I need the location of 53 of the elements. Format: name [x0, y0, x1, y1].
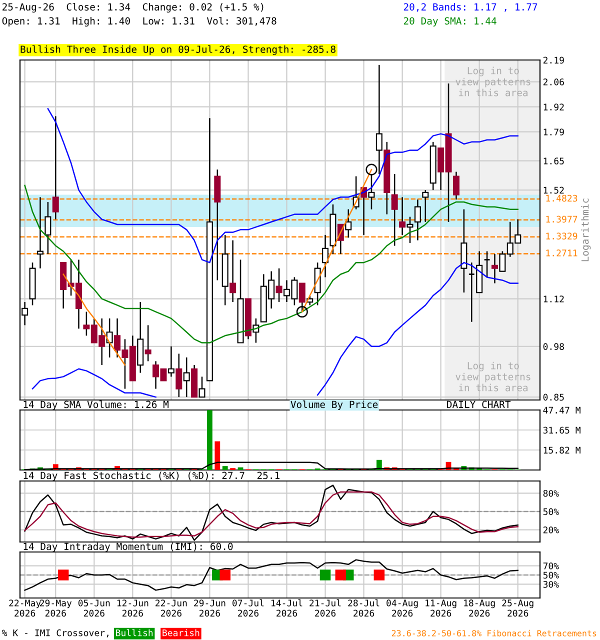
x-tick-label: 29-May 2026: [40, 600, 72, 617]
x-tick-label: 11-Aug 2026: [426, 600, 456, 617]
y-tick-label: 20%: [543, 526, 559, 534]
x-tick-label: 29-Jun 2026: [194, 600, 226, 617]
y-tick-label: 30%: [543, 580, 559, 588]
y-tick-label: 15.82 M: [544, 446, 580, 454]
y-tick-label: 50%: [543, 508, 559, 516]
chart-title: 25-Aug-26 Close: 1.34 Change: 0.02 (+1.5 %): [2, 3, 264, 13]
x-tick-label: 05-Jun 2026: [78, 600, 110, 617]
y-tick-label: 80%: [543, 490, 559, 497]
x-tick-label: 28-Jul 2026: [348, 599, 380, 617]
ref-line-label: 1.2711: [546, 250, 578, 256]
text: 23.6-38.2-50-61.8% Fibonacci Retracements: [392, 630, 596, 636]
x-tick-label: 25-Aug 2026: [502, 600, 534, 617]
y-tick-label: 0.85: [543, 394, 564, 401]
chart-title: 14 Day SMA Volume: 1.26 M: [24, 400, 169, 410]
y-tick-label: 1.65: [544, 158, 564, 164]
x-tick-label: 22-Jun 2026: [156, 600, 187, 617]
y-tick-label: 1.79: [544, 128, 564, 136]
ref-line-label: 1.3977: [546, 216, 578, 223]
text: Bearish: [162, 629, 200, 636]
x-tick-label: 12-Jun 2026: [117, 600, 148, 617]
ref-line-label: 1.4823: [546, 194, 578, 202]
y-tick-label: 1.12: [544, 296, 564, 302]
y-tick-label: 1.52: [544, 186, 564, 194]
text: Bullish Three Inside Up on 09-Jul-26, Strength: -285.8: [20, 45, 336, 55]
text: DAILY CHART: [447, 400, 511, 408]
chart-subtitle: Open: 1.31 High: 1.40 Low: 1.31 Vol: 301,478: [2, 17, 276, 27]
y-axis-title: Logarithmic: [581, 198, 591, 262]
legend-title: % K - IMI Crossover,: [2, 629, 108, 638]
text: 20,2 Bands: 1.17 , 1.77: [404, 3, 538, 12]
annotation: Log in to view patterns in this area: [456, 362, 530, 392]
y-tick-label: 1.92: [544, 104, 564, 110]
y-tick-label: 0.98: [543, 343, 564, 350]
x-tick-label: 21-Jul 2026: [310, 599, 341, 617]
x-tick-label: 07-Jul 2026: [232, 599, 264, 617]
x-tick-label: 04-Aug 2026: [386, 600, 418, 617]
text: Bullish: [116, 629, 153, 636]
y-tick-label: 2.06: [543, 78, 564, 86]
annotation: Log in to view patterns in this area: [456, 66, 530, 96]
x-tick-label: 14-Jul 2026: [272, 599, 302, 617]
chart-title: 14 Day Intraday Momentum (IMI): 60.0: [24, 542, 233, 552]
y-tick-label: 70%: [543, 562, 559, 570]
x-tick-label: 22-May 2026: [9, 600, 41, 617]
ref-line-label: 1.3329: [546, 232, 578, 240]
y-tick-label: 31.65 M: [543, 426, 580, 434]
y-tick-label: 50%: [543, 572, 559, 579]
chart-title: 14 Day Fast Stochastic (%K) (%D): 27.7 25.1: [24, 472, 280, 481]
y-tick-label: 47.47 M: [543, 406, 580, 414]
x-tick-label: 18-Aug 2026: [464, 600, 495, 617]
text: 20 Day SMA: 1.44: [404, 17, 496, 26]
annotation: Volume By Price: [290, 400, 378, 410]
y-tick-label: 2.19: [543, 56, 564, 64]
